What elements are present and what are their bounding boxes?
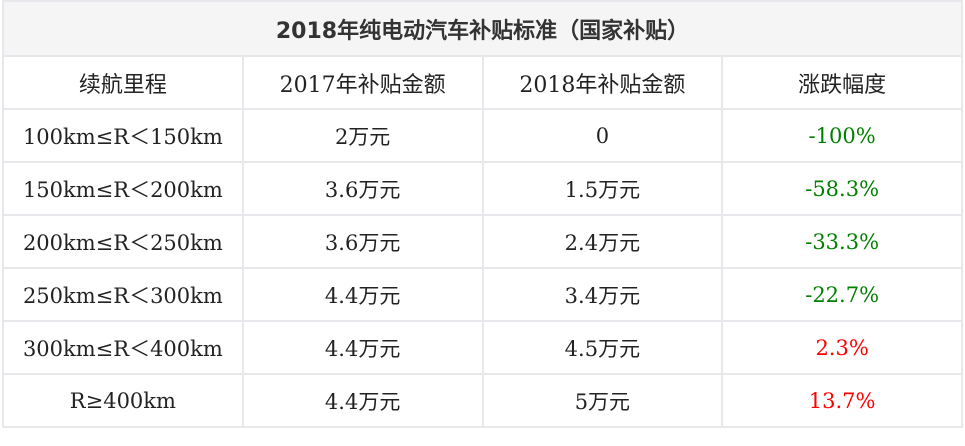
subsidy-2017-cell: 2万元 — [241, 108, 484, 163]
table-title: 2018年纯电动汽车补贴标准（国家补贴） — [2, 0, 963, 57]
change-cell: -58.3% — [721, 161, 963, 216]
subsidy-2018-cell: 1.5万元 — [481, 161, 724, 216]
change-cell: 13.7% — [721, 373, 963, 428]
subsidy-2018-cell: 2.4万元 — [481, 214, 724, 269]
subsidy-2017-cell: 4.4万元 — [241, 320, 484, 375]
subsidy-2018-cell: 4.5万元 — [481, 320, 724, 375]
range-cell: 150km≤R＜200km — [2, 161, 244, 216]
change-cell: -33.3% — [721, 214, 963, 269]
subsidy-2018-cell: 3.4万元 — [481, 267, 724, 322]
header-change: 涨跌幅度 — [721, 55, 963, 110]
table-row: 200km≤R＜250km 3.6万元 2.4万元 -33.3% — [2, 214, 963, 269]
subsidy-2018-cell: 0 — [481, 108, 724, 163]
range-cell: 300km≤R＜400km — [2, 320, 244, 375]
table-row: 300km≤R＜400km 4.4万元 4.5万元 2.3% — [2, 320, 963, 375]
change-cell: -22.7% — [721, 267, 963, 322]
table-row: R≥400km 4.4万元 5万元 13.7% — [2, 373, 963, 428]
table-row: 250km≤R＜300km 4.4万元 3.4万元 -22.7% — [2, 267, 963, 322]
range-cell: 200km≤R＜250km — [2, 214, 244, 269]
title-row: 2018年纯电动汽车补贴标准（国家补贴） — [2, 0, 963, 57]
header-row: 续航里程 2017年补贴金额 2018年补贴金额 涨跌幅度 — [2, 55, 963, 110]
header-2017: 2017年补贴金额 — [241, 55, 484, 110]
subsidy-table: 2018年纯电动汽车补贴标准（国家补贴） 续航里程 2017年补贴金额 2018… — [2, 0, 963, 428]
header-range: 续航里程 — [2, 55, 244, 110]
subsidy-2017-cell: 3.6万元 — [241, 161, 484, 216]
table-row: 100km≤R＜150km 2万元 0 -100% — [2, 108, 963, 163]
range-cell: 250km≤R＜300km — [2, 267, 244, 322]
range-cell: 100km≤R＜150km — [2, 108, 244, 163]
change-cell: 2.3% — [721, 320, 963, 375]
change-cell: -100% — [721, 108, 963, 163]
table-row: 150km≤R＜200km 3.6万元 1.5万元 -58.3% — [2, 161, 963, 216]
subsidy-2018-cell: 5万元 — [481, 373, 724, 428]
range-cell: R≥400km — [2, 373, 244, 428]
subsidy-2017-cell: 3.6万元 — [241, 214, 484, 269]
subsidy-2017-cell: 4.4万元 — [241, 267, 484, 322]
subsidy-2017-cell: 4.4万元 — [241, 373, 484, 428]
header-2018: 2018年补贴金额 — [481, 55, 724, 110]
